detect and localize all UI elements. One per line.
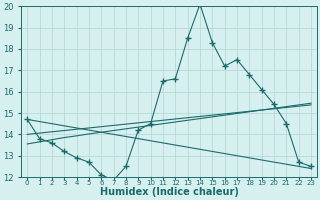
X-axis label: Humidex (Indice chaleur): Humidex (Indice chaleur) [100, 187, 239, 197]
